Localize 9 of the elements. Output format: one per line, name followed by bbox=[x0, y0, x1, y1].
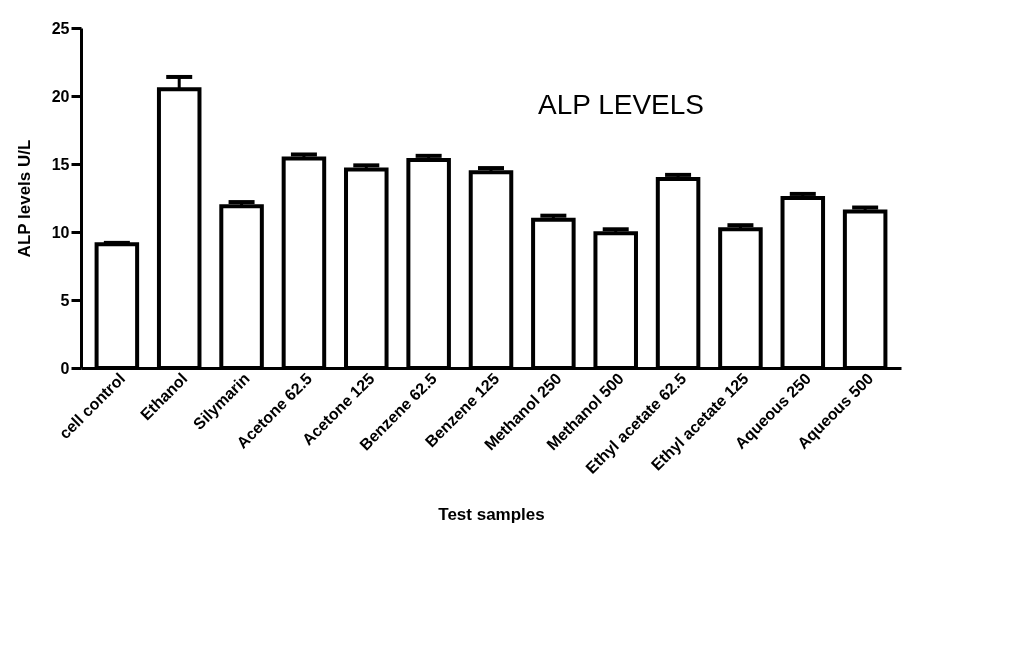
y-tick-label: 20 bbox=[51, 87, 70, 105]
y-tick-label: 0 bbox=[60, 359, 70, 377]
y-tick-label: 10 bbox=[51, 223, 70, 241]
y-axis-title: ALP levels U/L bbox=[14, 139, 34, 258]
y-tick-label: 5 bbox=[60, 291, 70, 309]
x-axis-title: Test samples bbox=[438, 504, 545, 524]
text: ALP LEVELS bbox=[537, 89, 705, 120]
y-tick-label: 15 bbox=[51, 155, 70, 173]
y-tick-label: 25 bbox=[51, 19, 70, 37]
